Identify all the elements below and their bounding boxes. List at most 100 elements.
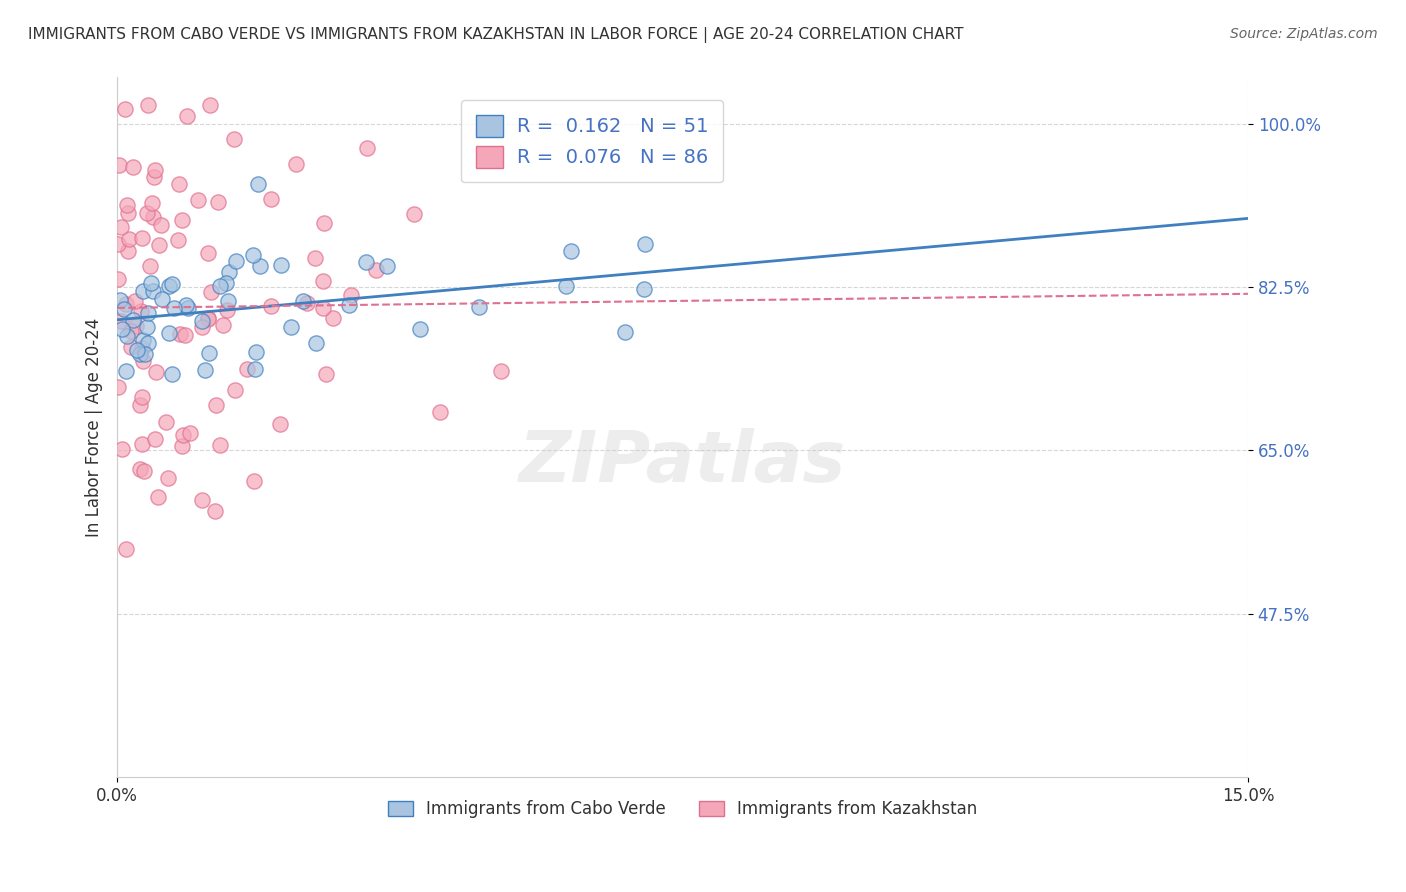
Point: [190, 320, 212, 334]
Point: [143, 433, 166, 447]
Point: [176, 109, 198, 123]
Text: ZIPatlas: ZIPatlas: [519, 427, 846, 497]
Point: [177, 301, 200, 315]
Point: [110, 293, 132, 307]
Point: [225, 253, 247, 268]
Point: [375, 259, 398, 273]
Point: [198, 346, 221, 360]
Point: [337, 298, 360, 312]
Point: [217, 293, 239, 308]
Point: [191, 314, 214, 328]
Point: [131, 390, 153, 404]
Point: [150, 293, 173, 307]
Point: [174, 327, 197, 342]
Point: [138, 259, 160, 273]
Point: [634, 237, 657, 252]
Point: [356, 141, 378, 155]
Point: [128, 346, 150, 360]
Point: [136, 98, 159, 112]
Point: [110, 314, 132, 328]
Point: [111, 442, 134, 457]
Point: [111, 322, 134, 336]
Point: [215, 276, 238, 290]
Point: [132, 284, 155, 298]
Point: [167, 234, 190, 248]
Point: [134, 464, 156, 478]
Point: [197, 310, 219, 325]
Point: [207, 194, 229, 209]
Point: [560, 244, 582, 258]
Text: IMMIGRANTS FROM CABO VERDE VS IMMIGRANTS FROM KAZAKHSTAN IN LABOR FORCE | AGE 20: IMMIGRANTS FROM CABO VERDE VS IMMIGRANTS…: [28, 27, 963, 43]
Point: [129, 303, 152, 318]
Point: [191, 492, 214, 507]
Point: [114, 102, 136, 116]
Point: [157, 279, 180, 293]
Point: [614, 325, 637, 339]
Point: [139, 276, 162, 290]
Point: [117, 329, 139, 343]
Point: [107, 380, 129, 394]
Point: [305, 335, 328, 350]
Point: [315, 367, 337, 381]
Point: [242, 248, 264, 262]
Point: [157, 326, 180, 340]
Point: [174, 298, 197, 312]
Point: [136, 320, 159, 334]
Point: [291, 294, 314, 309]
Point: [218, 264, 240, 278]
Point: [295, 296, 318, 310]
Point: [322, 311, 344, 326]
Point: [142, 284, 165, 298]
Point: [155, 415, 177, 429]
Point: [145, 365, 167, 379]
Point: [340, 287, 363, 301]
Point: [112, 301, 135, 316]
Point: [134, 347, 156, 361]
Point: [429, 405, 451, 419]
Point: [198, 98, 221, 112]
Point: [172, 213, 194, 227]
Point: [209, 278, 232, 293]
Point: [120, 324, 142, 338]
Point: [366, 263, 388, 277]
Point: [409, 322, 432, 336]
Point: [107, 272, 129, 286]
Point: [143, 162, 166, 177]
Point: [260, 192, 283, 206]
Point: [131, 230, 153, 244]
Point: [284, 157, 307, 171]
Point: [468, 301, 491, 315]
Point: [169, 177, 191, 191]
Point: [129, 398, 152, 412]
Point: [136, 306, 159, 320]
Point: [280, 320, 302, 334]
Point: [131, 342, 153, 356]
Point: [172, 428, 194, 442]
Point: [356, 255, 378, 269]
Point: [162, 301, 184, 315]
Point: [243, 362, 266, 376]
Point: [224, 131, 246, 145]
Point: [215, 303, 238, 318]
Y-axis label: In Labor Force | Age 20-24: In Labor Force | Age 20-24: [86, 318, 103, 537]
Point: [554, 279, 576, 293]
Point: [194, 363, 217, 377]
Point: [150, 218, 173, 232]
Point: [121, 313, 143, 327]
Point: [136, 335, 159, 350]
Point: [132, 353, 155, 368]
Point: [114, 297, 136, 311]
Point: [118, 232, 141, 246]
Point: [243, 474, 266, 488]
Point: [115, 364, 138, 378]
Point: [312, 301, 335, 316]
Point: [179, 426, 201, 441]
Point: [122, 160, 145, 174]
Point: [169, 327, 191, 342]
Point: [200, 285, 222, 299]
Point: [224, 383, 246, 397]
Point: [633, 282, 655, 296]
Point: [260, 299, 283, 313]
Point: [170, 439, 193, 453]
Point: [187, 193, 209, 207]
